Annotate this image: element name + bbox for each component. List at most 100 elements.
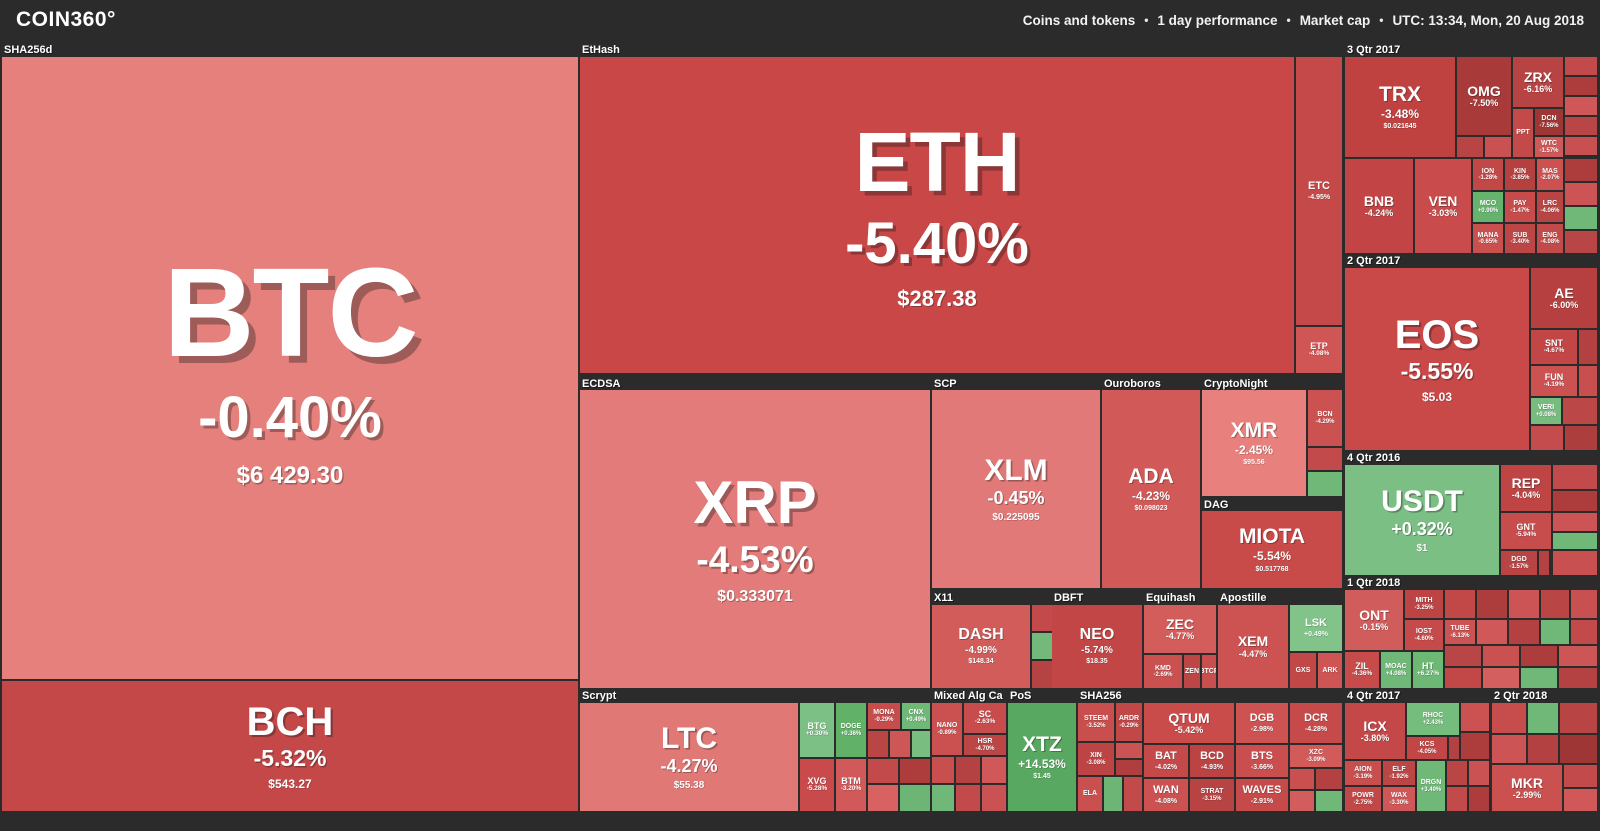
tile-cell[interactable] (1521, 646, 1557, 666)
tile-mkr[interactable]: MKR -2.99% (1492, 765, 1562, 811)
tile-ppt[interactable]: PPT (1513, 109, 1533, 157)
tile-cell[interactable] (1528, 735, 1558, 763)
tile-wan[interactable]: WAN -4.08% (1144, 779, 1188, 811)
tile-cell[interactable] (1449, 737, 1459, 759)
tile-ela[interactable]: ELA (1078, 777, 1102, 811)
tile-cell[interactable] (1539, 551, 1549, 575)
logo[interactable]: COIN360° (16, 8, 116, 31)
tile-ont[interactable]: ONT -0.15% (1345, 590, 1403, 650)
tile-cell[interactable] (1483, 668, 1519, 688)
tile-cell[interactable] (1553, 551, 1597, 575)
tile-xmr[interactable]: XMR -2.45% $95.56 (1202, 390, 1306, 496)
filter-metric[interactable]: Market cap (1299, 12, 1371, 28)
tile-gxs[interactable]: GXS (1290, 653, 1316, 688)
tile-cell[interactable] (932, 757, 954, 783)
tile-icx[interactable]: ICX -3.80% (1345, 703, 1405, 759)
tile-eth[interactable]: ETH -5.40% $287.38 (580, 57, 1294, 373)
tile-cell[interactable] (1553, 533, 1597, 549)
tile-kcs[interactable]: KCS -4.05% (1407, 737, 1447, 759)
tile-btcp[interactable]: BTCP (1202, 655, 1216, 688)
tile-cell[interactable] (912, 731, 930, 757)
tile-drgn[interactable]: DRGN +3.40% (1417, 761, 1445, 811)
tile-nano[interactable]: NANO -0.89% (932, 703, 962, 755)
tile-xlm[interactable]: XLM -0.45% $0.225095 (932, 390, 1100, 588)
tile-dcr[interactable]: DCR -4.28% (1290, 703, 1342, 743)
tile-cell[interactable] (1565, 231, 1597, 253)
tile-cell[interactable] (1104, 777, 1122, 811)
tile-cell[interactable] (1553, 513, 1597, 531)
tile-waves[interactable]: WAVES -2.91% (1236, 779, 1288, 811)
tile-cell[interactable] (1541, 620, 1569, 644)
tile-mco[interactable]: MCO +0.90% (1473, 192, 1503, 222)
tile-cell[interactable] (1492, 735, 1526, 763)
tile-cell[interactable] (1563, 398, 1597, 424)
tile-cell[interactable] (1565, 426, 1597, 450)
tile-cnx[interactable]: CNX +0.49% (902, 703, 930, 729)
tile-ark[interactable]: ARK (1318, 653, 1342, 688)
tile-tube[interactable]: TUBE -6.13% (1445, 620, 1475, 644)
tile-cell[interactable] (1316, 769, 1342, 789)
tile-iost[interactable]: IOST -4.60% (1405, 620, 1443, 650)
tile-xem[interactable]: XEM -4.47% (1218, 605, 1288, 688)
tile-cell[interactable] (1290, 769, 1314, 789)
tile-trx[interactable]: TRX -3.48% $0.021645 (1345, 57, 1455, 157)
tile-cell[interactable] (868, 759, 898, 783)
tile-eos[interactable]: EOS -5.55% $5.03 (1345, 268, 1529, 450)
tile-bcn[interactable]: BCN -4.29% (1308, 390, 1342, 446)
tile-cell[interactable] (982, 757, 1006, 783)
tile-mana[interactable]: MANA -0.65% (1473, 224, 1503, 253)
tile-ven[interactable]: VEN -3.03% (1415, 159, 1471, 253)
tile-cell[interactable] (1492, 703, 1526, 733)
tile-cell[interactable] (1564, 765, 1597, 787)
tile-zrx[interactable]: ZRX -6.16% (1513, 57, 1563, 107)
tile-cell[interactable] (1541, 590, 1569, 618)
tile-zil[interactable]: ZIL -4.36% (1345, 652, 1379, 688)
tile-cell[interactable] (1316, 791, 1342, 811)
tile-ae[interactable]: AE -6.00% (1531, 268, 1597, 328)
tile-cell[interactable] (1032, 605, 1052, 631)
tile-cell[interactable] (1565, 97, 1597, 115)
tile-cell[interactable] (868, 731, 888, 757)
tile-usdt[interactable]: USDT +0.32% $1 (1345, 465, 1499, 575)
tile-cell[interactable] (956, 757, 980, 783)
tile-btg[interactable]: BTG +0.30% (800, 703, 834, 757)
tile-cell[interactable] (1116, 743, 1142, 758)
tile-bts[interactable]: BTS -3.66% (1236, 745, 1288, 777)
tile-cell[interactable] (1579, 330, 1597, 364)
tile-cell[interactable] (1447, 787, 1467, 811)
tile-cell[interactable] (1032, 633, 1052, 659)
tile-cell[interactable] (1469, 787, 1489, 811)
tile-etc[interactable]: ETC -4.95% (1296, 57, 1342, 325)
tile-cell[interactable] (1571, 590, 1597, 618)
tile-cell[interactable] (1579, 366, 1597, 396)
tile-cell[interactable] (868, 785, 898, 811)
tile-cell[interactable] (1560, 703, 1597, 733)
tile-bch[interactable]: BCH -5.32% $543.27 (2, 681, 578, 811)
tile-cell[interactable] (1308, 472, 1342, 496)
tile-elf[interactable]: ELF -1.92% (1383, 761, 1415, 785)
tile-xvg[interactable]: XVG -5.28% (800, 759, 834, 811)
tile-kmd[interactable]: KMD -2.69% (1144, 655, 1182, 688)
tile-xtz[interactable]: XTZ +14.53% $1.45 (1008, 703, 1076, 811)
tile-cell[interactable] (1565, 77, 1597, 95)
tile-xin[interactable]: XIN -3.08% (1078, 743, 1114, 775)
tile-cell[interactable] (1509, 620, 1539, 644)
tile-bat[interactable]: BAT -4.02% (1144, 745, 1188, 777)
tile-cell[interactable] (900, 785, 930, 811)
tile-cell[interactable] (1116, 760, 1142, 775)
tile-miota[interactable]: MIOTA -5.54% $0.517768 (1202, 511, 1342, 588)
tile-qtum[interactable]: QTUM -5.42% (1144, 703, 1234, 743)
tile-sub[interactable]: SUB -3.40% (1505, 224, 1535, 253)
tile-lrc[interactable]: LRC -4.06% (1537, 192, 1563, 222)
tile-aion[interactable]: AION -3.19% (1345, 761, 1381, 785)
tile-wax[interactable]: WAX -3.30% (1383, 787, 1415, 811)
tile-cell[interactable] (900, 759, 930, 783)
tile-cell[interactable] (1565, 137, 1597, 155)
tile-dgd[interactable]: DGD -1.57% (1501, 551, 1537, 575)
filter-performance[interactable]: 1 day performance (1157, 12, 1278, 28)
tile-kin[interactable]: KIN -3.85% (1505, 159, 1535, 190)
tile-gnt[interactable]: GNT -5.94% (1501, 513, 1551, 549)
tile-cell[interactable] (1531, 426, 1563, 450)
tile-eng[interactable]: ENG -4.08% (1537, 224, 1563, 253)
tile-cell[interactable] (1445, 590, 1475, 618)
